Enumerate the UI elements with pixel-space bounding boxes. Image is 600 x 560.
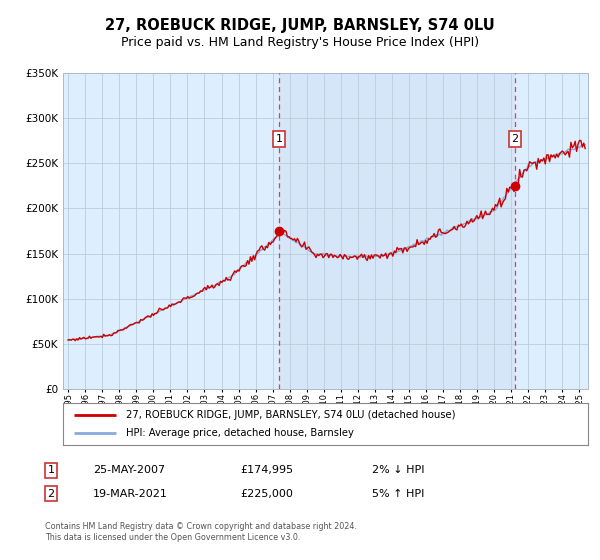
Text: 27, ROEBUCK RIDGE, JUMP, BARNSLEY, S74 0LU: 27, ROEBUCK RIDGE, JUMP, BARNSLEY, S74 0…: [105, 18, 495, 32]
Text: 5% ↑ HPI: 5% ↑ HPI: [372, 489, 424, 499]
Text: Price paid vs. HM Land Registry's House Price Index (HPI): Price paid vs. HM Land Registry's House …: [121, 36, 479, 49]
Text: 2: 2: [511, 134, 518, 144]
Text: Contains HM Land Registry data © Crown copyright and database right 2024.
This d: Contains HM Land Registry data © Crown c…: [45, 522, 357, 542]
Text: 2: 2: [47, 489, 55, 499]
Text: £225,000: £225,000: [240, 489, 293, 499]
Text: 19-MAR-2021: 19-MAR-2021: [93, 489, 168, 499]
Text: 2% ↓ HPI: 2% ↓ HPI: [372, 465, 425, 475]
Text: £174,995: £174,995: [240, 465, 293, 475]
Text: 1: 1: [47, 465, 55, 475]
Bar: [279, 73, 515, 389]
Text: HPI: Average price, detached house, Barnsley: HPI: Average price, detached house, Barn…: [126, 428, 354, 438]
Text: 1: 1: [275, 134, 283, 144]
Text: 27, ROEBUCK RIDGE, JUMP, BARNSLEY, S74 0LU (detached house): 27, ROEBUCK RIDGE, JUMP, BARNSLEY, S74 0…: [126, 410, 455, 420]
Text: 25-MAY-2007: 25-MAY-2007: [93, 465, 165, 475]
